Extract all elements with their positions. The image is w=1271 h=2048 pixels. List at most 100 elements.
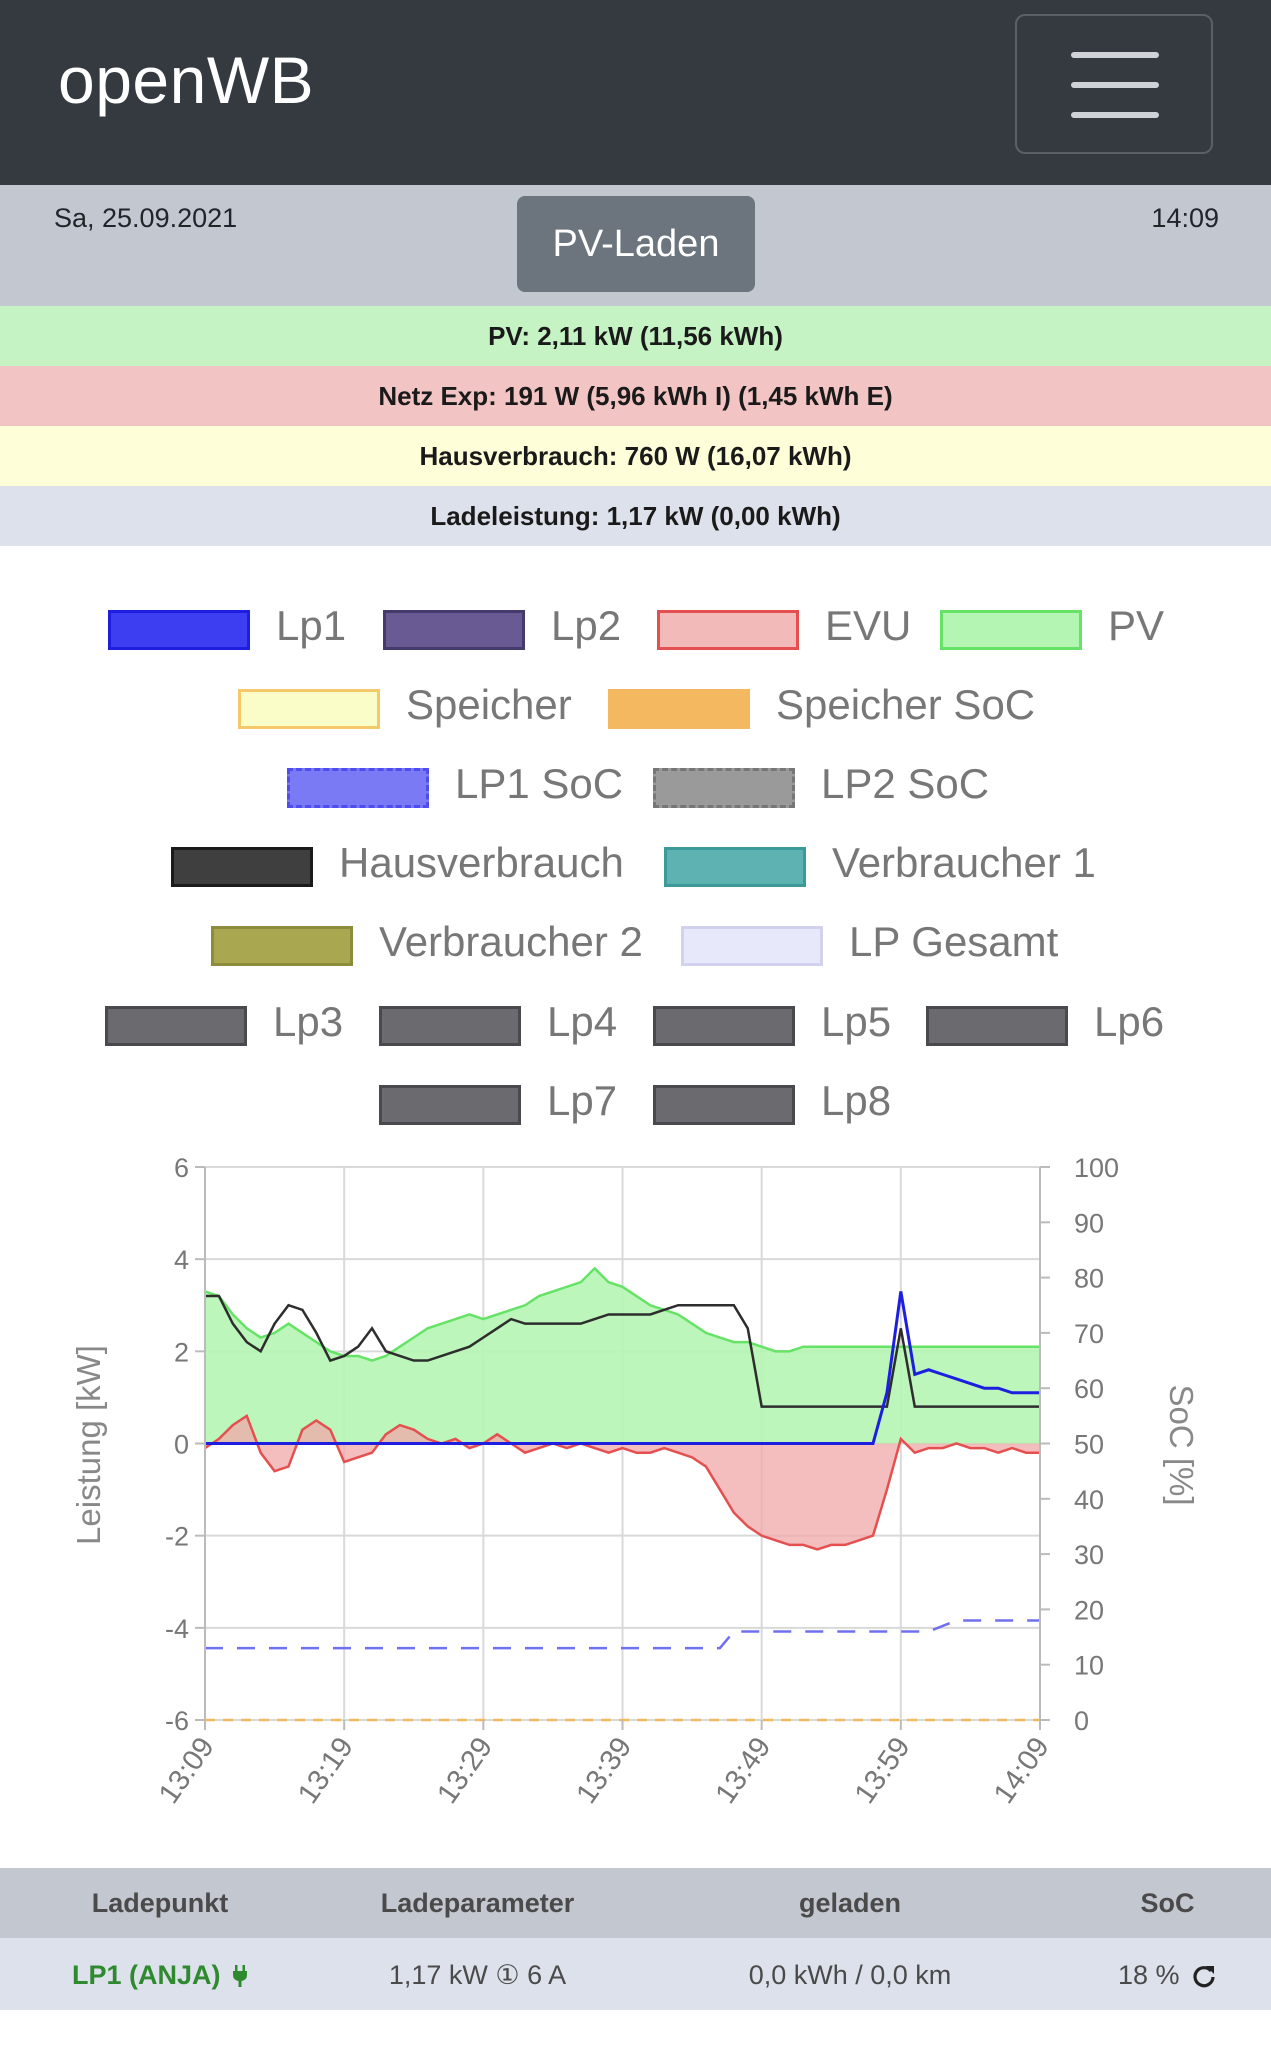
chargepoint-name[interactable]: LP1 (ANJA) (40, 1960, 280, 1991)
legend-swatch (108, 610, 250, 650)
legend-label: Lp7 (547, 1077, 618, 1124)
x-tick-label: 13:59 (849, 1732, 917, 1810)
lp1-soc-line (205, 1619, 1040, 1650)
legend-label: LP2 SoC (821, 760, 990, 807)
table-row[interactable]: LP1 (ANJA) 1,17 kW ① 6 A 0,0 kWh / 0,0 k… (0, 1938, 1271, 2010)
x-tick-label: 13:09 (153, 1732, 221, 1810)
legend-label: LP1 SoC (455, 760, 624, 807)
legend-swatch (681, 926, 823, 966)
brand-logo[interactable]: openWB (58, 43, 315, 117)
hamburger-menu-button[interactable] (1015, 14, 1213, 154)
legend-label: Lp1 (276, 602, 347, 649)
chargepoint-label: LP1 (ANJA) (71, 1960, 221, 1990)
legend-swatch (926, 1006, 1068, 1046)
x-tick-label: 13:49 (710, 1732, 778, 1810)
legend-swatch (664, 847, 806, 887)
x-tick-label: 13:29 (431, 1732, 499, 1810)
menu-icon-bar (1071, 82, 1159, 88)
legend-label: Lp2 (551, 602, 622, 649)
y-tick-label: 2 (174, 1337, 189, 1367)
evu-line (204, 1413, 1040, 1551)
legend-swatch (287, 768, 429, 808)
legend-swatch (171, 847, 313, 887)
house-consumption-status: Hausverbrauch: 760 W (16,07 kWh) (0, 426, 1271, 486)
y2-axis-label: SoC [%] (1163, 1384, 1200, 1505)
legend-swatch (238, 689, 380, 729)
y2-tick-label: 100 (1074, 1153, 1119, 1183)
pv-status: PV: 2,11 kW (11,56 kWh) (0, 306, 1271, 366)
y2-tick-label: 20 (1074, 1595, 1104, 1625)
menu-icon-bar (1071, 52, 1159, 58)
y2-tick-label: 80 (1074, 1264, 1104, 1294)
legend-swatch (608, 689, 750, 729)
chart-lines (204, 1266, 1040, 1722)
legend-label: PV (1108, 602, 1165, 649)
x-tick-label: 13:19 (292, 1732, 360, 1810)
x-tick-label: 14:09 (988, 1732, 1056, 1810)
charge-parameters: 1,17 kW ① 6 A (388, 1960, 567, 1990)
legend-swatch (105, 1006, 247, 1046)
legend-swatch (211, 926, 353, 966)
y-tick-label: -2 (165, 1522, 189, 1552)
legend-swatch (383, 610, 525, 650)
soc-cell[interactable]: 18 % (1080, 1960, 1255, 1991)
legend-label: Lp6 (1094, 998, 1165, 1045)
charged-amount: 0,0 kWh / 0,0 km (748, 1960, 952, 1990)
date-display: Sa, 25.09.2021 (54, 203, 238, 233)
legend-label: Speicher SoC (776, 681, 1036, 728)
y-tick-label: -6 (165, 1706, 189, 1736)
chargepoint-table-header: Ladepunkt Ladeparameter geladen SoC (0, 1868, 1271, 1938)
legend-swatch (653, 1006, 795, 1046)
y2-tick-label: 70 (1074, 1319, 1104, 1349)
column-header: Ladepunkt (91, 1888, 229, 1918)
evu-area (205, 1415, 1040, 1550)
y-tick-label: -4 (165, 1614, 189, 1644)
hausverbrauch-line (205, 1294, 1040, 1408)
legend-label: Lp5 (821, 998, 892, 1045)
y-axis-label: Leistung [kW] (70, 1345, 107, 1545)
y2-tick-label: 30 (1074, 1540, 1104, 1570)
column-header: SoC (1140, 1888, 1195, 1918)
y-tick-label: 6 (174, 1153, 189, 1183)
legend-label: LP Gesamt (849, 918, 1059, 965)
soc-value: 18 % (1117, 1960, 1180, 1990)
chart-areas (205, 1268, 1040, 1550)
legend-swatch (379, 1085, 521, 1125)
refresh-icon[interactable] (1191, 1963, 1217, 1989)
legend-label: Verbraucher 2 (379, 918, 643, 965)
column-header: geladen (798, 1888, 902, 1918)
y-tick-label: 4 (174, 1245, 189, 1275)
plug-icon (233, 1965, 248, 1987)
x-tick-label: 13:39 (570, 1732, 638, 1810)
y2-tick-label: 10 (1074, 1651, 1104, 1681)
legend-label: Speicher (406, 681, 572, 728)
charging-power-status: Ladeleistung: 1,17 kW (0,00 kWh) (0, 486, 1271, 546)
y2-tick-label: 40 (1074, 1485, 1104, 1515)
y2-tick-label: 90 (1074, 1208, 1104, 1238)
legend-label: Lp3 (273, 998, 344, 1045)
legend-label: Hausverbrauch (339, 839, 624, 886)
menu-icon-bar (1071, 112, 1159, 118)
charge-mode-button[interactable]: PV-Laden (517, 196, 755, 292)
legend-label: Lp8 (821, 1077, 892, 1124)
column-header: Ladeparameter (380, 1888, 575, 1918)
lp1-line (205, 1291, 1040, 1445)
y2-tick-label: 0 (1074, 1706, 1089, 1736)
pv-area (205, 1268, 1040, 1444)
y2-tick-label: 60 (1074, 1374, 1104, 1404)
legend-swatch (657, 610, 799, 650)
legend-swatch (653, 1085, 795, 1125)
grid-status: Netz Exp: 191 W (5,96 kWh I) (1,45 kWh E… (0, 366, 1271, 426)
legend-swatch (940, 610, 1082, 650)
y-tick-label: 0 (174, 1430, 189, 1460)
legend-label: EVU (825, 602, 912, 649)
top-navbar: openWB (0, 0, 1271, 185)
legend-label: Lp4 (547, 998, 618, 1045)
legend-swatch (379, 1006, 521, 1046)
y2-tick-label: 50 (1074, 1430, 1104, 1460)
legend-label: Verbraucher 1 (832, 839, 1096, 886)
legend-swatch (653, 768, 795, 808)
time-display: 14:09 (1151, 203, 1219, 233)
